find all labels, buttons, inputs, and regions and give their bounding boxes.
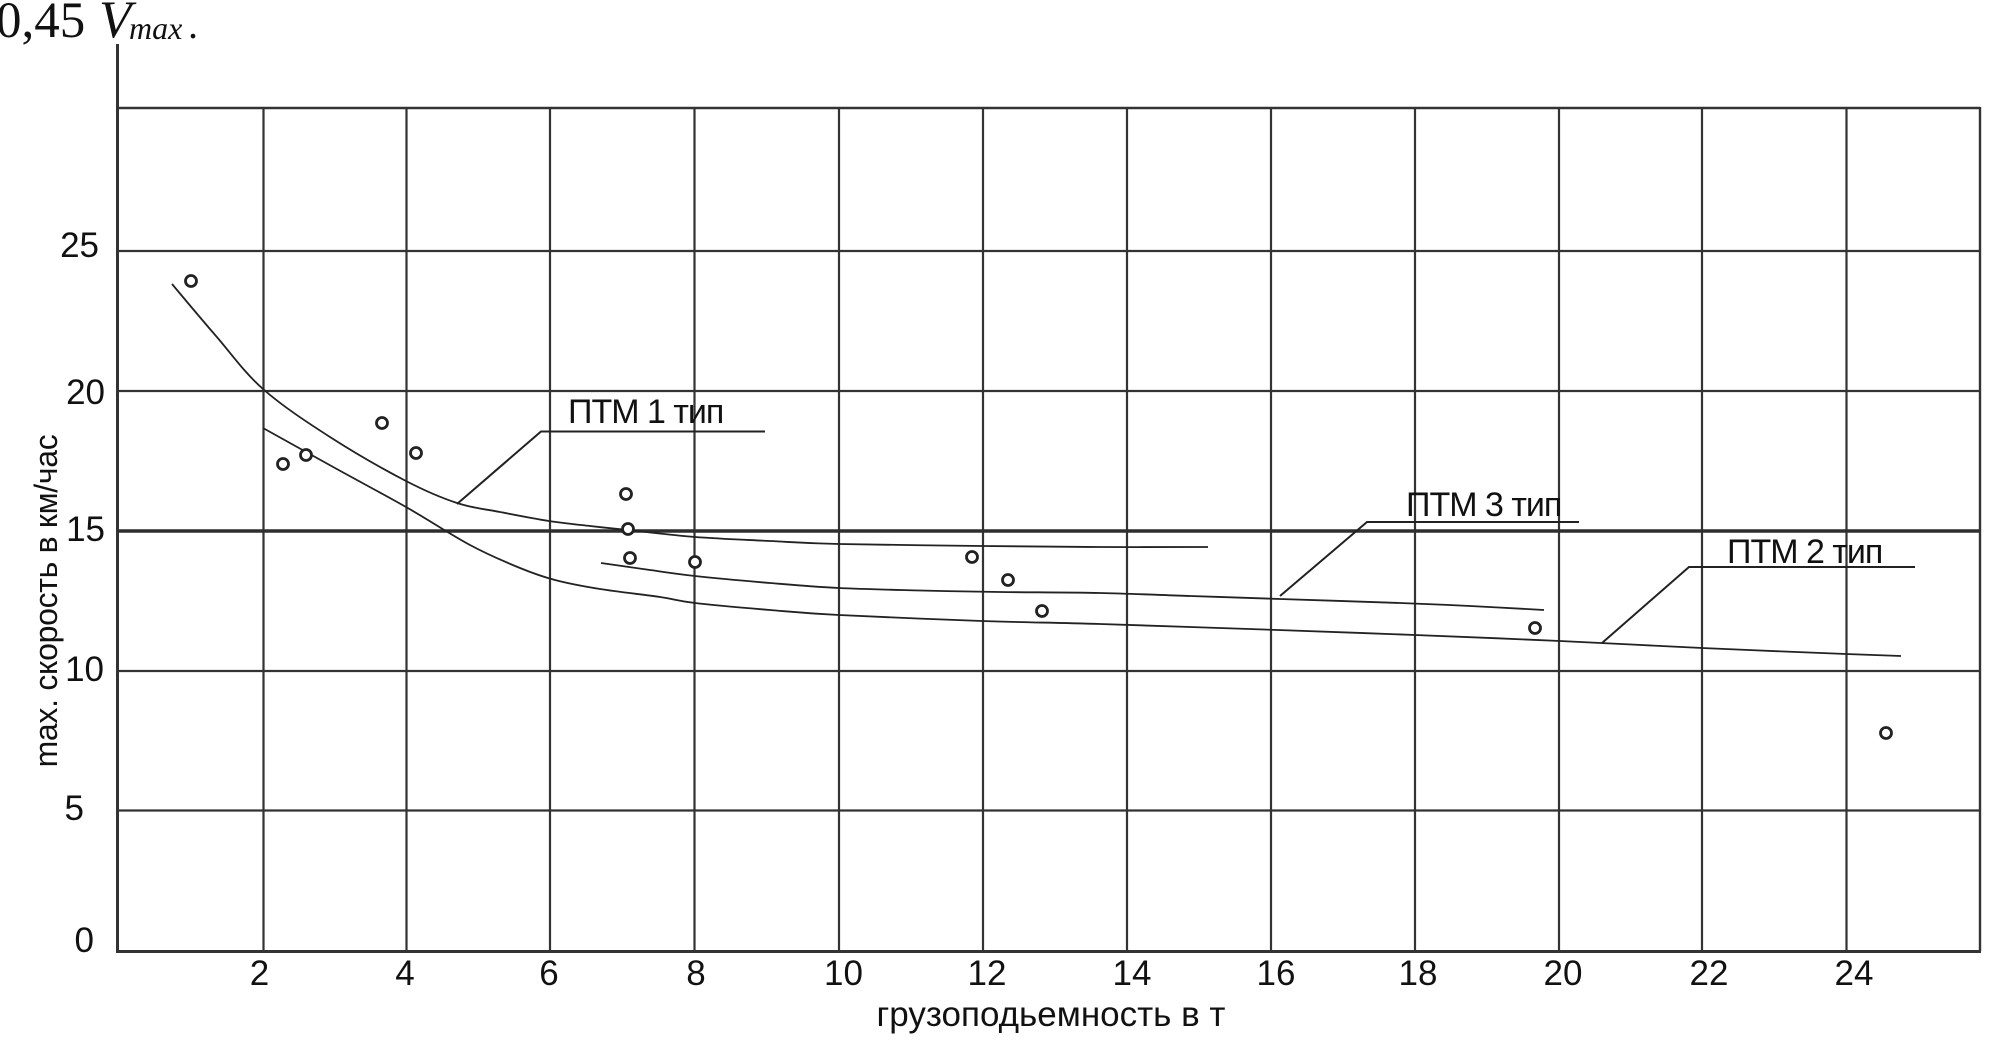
svg-text:2: 2 xyxy=(250,954,269,993)
svg-text:25: 25 xyxy=(60,226,99,265)
svg-text:20: 20 xyxy=(1544,954,1583,993)
svg-text:5: 5 xyxy=(65,789,84,828)
svg-text:0,45: 0,45 xyxy=(0,0,85,49)
svg-text:max. скорость в км/час: max. скорость в км/час xyxy=(28,434,64,767)
svg-text:8: 8 xyxy=(686,954,705,993)
svg-text:4: 4 xyxy=(395,954,414,993)
svg-text:24: 24 xyxy=(1835,954,1874,993)
svg-text:20: 20 xyxy=(66,373,105,412)
svg-text:max: max xyxy=(129,10,182,46)
svg-text:ПТМ 2 тип: ПТМ 2 тип xyxy=(1727,533,1882,571)
svg-text:ПТМ 3 тип: ПТМ 3 тип xyxy=(1406,486,1561,524)
svg-text:ПТМ 1 тип: ПТМ 1 тип xyxy=(568,393,723,431)
svg-text:грузоподьемность в т: грузоподьемность в т xyxy=(877,995,1226,1034)
svg-text:V: V xyxy=(99,0,137,49)
svg-text:6: 6 xyxy=(539,954,558,993)
svg-text:15: 15 xyxy=(66,510,105,549)
svg-text:.: . xyxy=(188,2,198,47)
svg-text:0: 0 xyxy=(75,921,94,960)
svg-text:22: 22 xyxy=(1690,954,1729,993)
svg-text:10: 10 xyxy=(824,954,863,993)
svg-text:18: 18 xyxy=(1399,954,1438,993)
svg-text:14: 14 xyxy=(1113,954,1152,993)
svg-text:16: 16 xyxy=(1257,954,1296,993)
svg-text:10: 10 xyxy=(65,650,104,689)
svg-text:12: 12 xyxy=(968,954,1007,993)
